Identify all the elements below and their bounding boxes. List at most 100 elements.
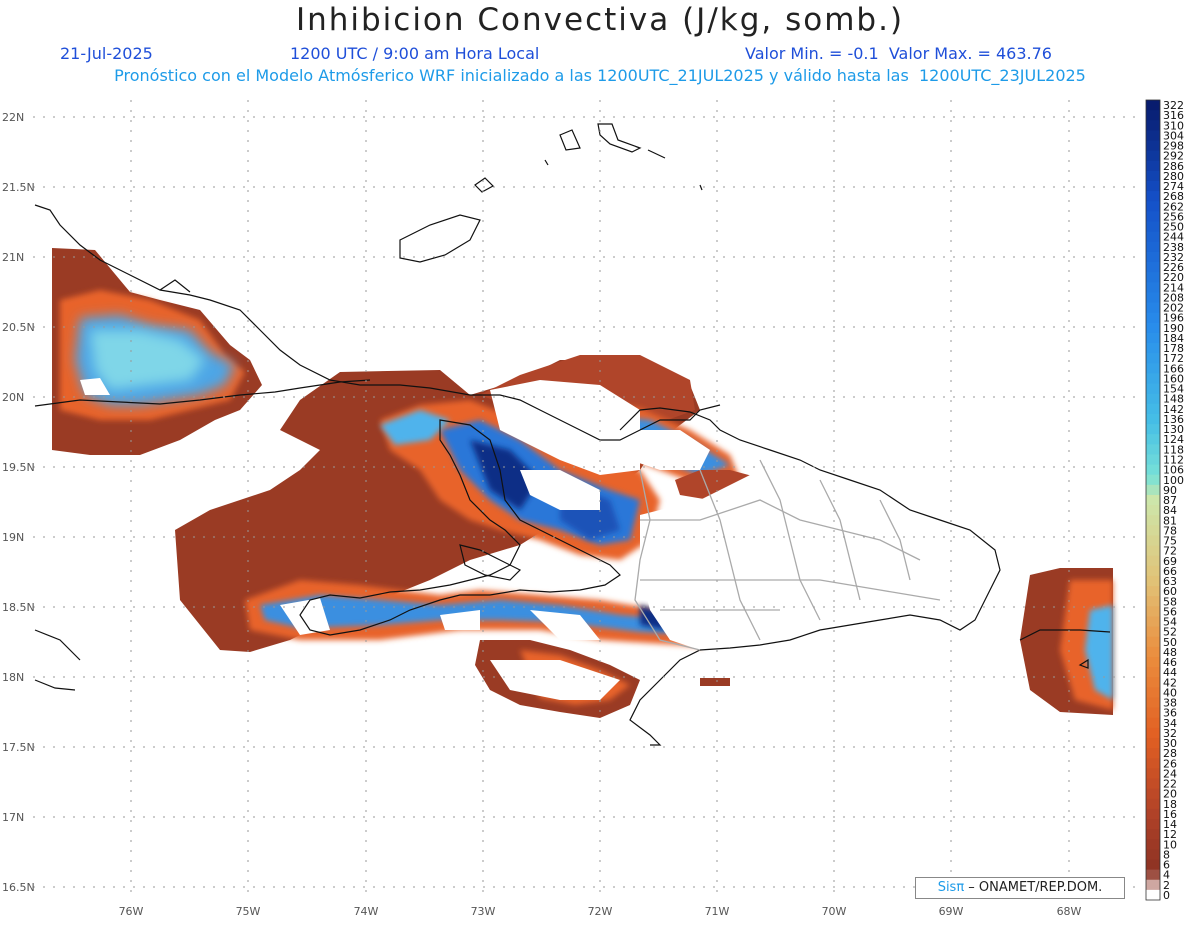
colorbar-label: 4 [1163, 869, 1170, 882]
colorbar-label: 84 [1163, 504, 1177, 517]
colorbar-swatch [1146, 140, 1160, 152]
colorbar-label: 48 [1163, 646, 1177, 659]
colorbar-label: 60 [1163, 585, 1177, 598]
colorbar-swatch [1146, 474, 1160, 486]
colorbar-label: 142 [1163, 403, 1184, 416]
colorbar-label: 50 [1163, 636, 1177, 649]
colorbar-swatch [1146, 535, 1160, 547]
colorbar-label: 40 [1163, 686, 1177, 699]
colorbar-swatch [1146, 727, 1160, 739]
colorbar-label: 2 [1163, 879, 1170, 892]
colorbar-label: 12 [1163, 828, 1177, 841]
colorbar-label: 244 [1163, 231, 1184, 244]
colorbar-label: 100 [1163, 474, 1184, 487]
colorbar-label: 292 [1163, 150, 1184, 163]
colorbar-label: 58 [1163, 595, 1177, 608]
lat-label: 20.5N [2, 321, 35, 334]
colorbar-swatch [1146, 515, 1160, 526]
sispi-logo: Sisπ [937, 880, 965, 895]
colorbar-swatch [1146, 484, 1160, 496]
colorbar-label: 154 [1163, 383, 1184, 396]
colorbar-swatch [1146, 403, 1160, 415]
colorbar-label: 160 [1163, 372, 1184, 385]
colorbar-label: 226 [1163, 261, 1184, 274]
lon-label: 68W [1057, 905, 1082, 918]
colorbar-label: 256 [1163, 210, 1184, 223]
colorbar-swatch [1146, 869, 1160, 881]
colorbar-label: 26 [1163, 757, 1177, 770]
colorbar-label: 56 [1163, 605, 1177, 618]
colorbar-label: 304 [1163, 129, 1184, 142]
colorbar-label: 286 [1163, 160, 1184, 173]
colorbar-swatch [1146, 849, 1160, 860]
colorbar-swatch [1146, 525, 1160, 536]
colorbar-swatch [1146, 636, 1160, 648]
colorbar-label: 130 [1163, 423, 1184, 436]
colorbar-swatch [1146, 302, 1160, 314]
colorbar-swatch [1146, 292, 1160, 304]
lon-label: 72W [588, 905, 613, 918]
colorbar-swatch [1146, 343, 1160, 354]
colorbar-swatch [1146, 616, 1160, 628]
colorbar-swatch [1146, 221, 1160, 233]
colorbar-swatch [1146, 717, 1160, 729]
colorbar-swatch [1146, 545, 1160, 557]
colorbar-label: 81 [1163, 514, 1177, 527]
lat-label: 17.5N [2, 741, 35, 754]
colorbar-label: 36 [1163, 707, 1177, 720]
lat-label: 20N [2, 391, 24, 404]
colorbar-swatch [1146, 889, 1160, 901]
colorbar-label: 42 [1163, 676, 1177, 689]
province-borders [634, 459, 941, 651]
colorbar-label: 148 [1163, 393, 1184, 406]
colorbar-swatch [1146, 100, 1160, 111]
colorbar-swatch [1146, 231, 1160, 243]
colorbar-swatch [1146, 393, 1160, 405]
lon-label: 76W [119, 905, 144, 918]
colorbar-swatch [1146, 707, 1160, 719]
lat-label: 21N [2, 251, 24, 264]
colorbar-label: 214 [1163, 281, 1184, 294]
colorbar-swatch [1146, 626, 1160, 638]
colorbar-swatch [1146, 373, 1160, 385]
colorbar-label: 106 [1163, 464, 1184, 477]
colorbar-swatch [1146, 413, 1160, 425]
colorbar-label: 24 [1163, 767, 1177, 780]
colorbar-swatch [1146, 818, 1160, 830]
colorbar-swatch [1146, 241, 1160, 253]
colorbar-swatch [1146, 555, 1160, 567]
colorbar-label: 38 [1163, 697, 1177, 710]
colorbar-label: 32 [1163, 727, 1177, 740]
colorbar-label: 30 [1163, 737, 1177, 750]
colorbar-label: 322 [1163, 99, 1184, 112]
lat-label: 21.5N [2, 181, 35, 194]
colorbar-swatch [1146, 363, 1160, 374]
colorbar-swatch [1146, 656, 1160, 668]
colorbar-swatch [1146, 251, 1160, 263]
colorbar-swatch [1146, 434, 1160, 445]
colorbar-label: 250 [1163, 221, 1184, 234]
colorbar-swatch [1146, 697, 1160, 709]
colorbar-label: 124 [1163, 433, 1184, 446]
colorbar-swatch [1146, 322, 1160, 334]
colorbar-label: 63 [1163, 575, 1177, 588]
colorbar-label: 220 [1163, 271, 1184, 284]
colorbar-label: 54 [1163, 616, 1177, 629]
colorbar-swatch [1146, 879, 1160, 891]
colorbar-label: 166 [1163, 362, 1184, 375]
colorbar-swatch [1146, 606, 1160, 617]
lat-labels: 22N 21.5N 21N 20.5N 20N 19.5N 19N 18.5N … [2, 111, 35, 894]
colorbar-swatch [1146, 586, 1160, 597]
colorbar-label: 0 [1163, 889, 1170, 902]
colorbar-label: 34 [1163, 717, 1177, 730]
colorbar-label: 18 [1163, 798, 1177, 811]
colorbar-label: 112 [1163, 453, 1184, 466]
colorbar-label: 268 [1163, 190, 1184, 203]
colorbar-swatch [1146, 788, 1160, 800]
coastlines [34, 123, 1111, 746]
colorbar-swatch [1146, 454, 1160, 466]
colorbar-swatch [1146, 758, 1160, 769]
lon-label: 69W [939, 905, 964, 918]
colorbar-swatch [1146, 778, 1160, 790]
